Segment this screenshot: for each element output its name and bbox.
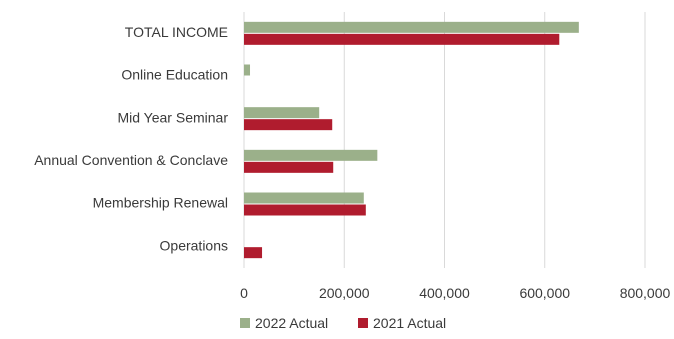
category-label-3: Annual Convention & Conclave <box>34 152 228 168</box>
x-tick-label-1: 200,000 <box>319 285 370 301</box>
x-tick-label-0: 0 <box>240 285 248 301</box>
category-label-0: TOTAL INCOME <box>125 24 228 40</box>
legend-swatch-1 <box>358 318 368 328</box>
gridlines <box>243 12 646 268</box>
bar-2022-1 <box>244 64 251 76</box>
legend-swatch-0 <box>240 318 250 328</box>
category-label-1: Online Education <box>121 67 228 83</box>
bar-2022-0 <box>244 21 579 33</box>
legend-item-1: 2021 Actual <box>358 315 446 331</box>
bar-2022-4 <box>244 192 364 204</box>
legend-item-0: 2022 Actual <box>240 315 328 331</box>
legend-label-0: 2022 Actual <box>255 315 328 331</box>
bar-2021-5 <box>244 247 263 259</box>
category-label-5: Operations <box>160 237 228 253</box>
legend: 2022 Actual 2021 Actual <box>240 315 446 331</box>
x-tick-label-2: 400,000 <box>419 285 470 301</box>
bar-2021-3 <box>244 161 334 173</box>
bars <box>244 21 579 259</box>
category-label-2: Mid Year Seminar <box>117 109 228 125</box>
category-labels: TOTAL INCOME Online Education Mid Year Sem… <box>34 24 228 253</box>
bar-2021-2 <box>244 119 333 131</box>
x-tick-label-4: 800,000 <box>620 285 671 301</box>
x-tick-label-3: 600,000 <box>519 285 570 301</box>
x-axis-tick-labels: 0 200,000 400,000 600,000 800,000 <box>240 285 670 301</box>
bar-2021-4 <box>244 204 366 216</box>
category-label-4: Membership Renewal <box>93 195 228 211</box>
bar-2022-2 <box>244 107 320 119</box>
bar-2022-3 <box>244 149 378 161</box>
legend-label-1: 2021 Actual <box>373 315 446 331</box>
bar-2021-0 <box>244 33 560 45</box>
